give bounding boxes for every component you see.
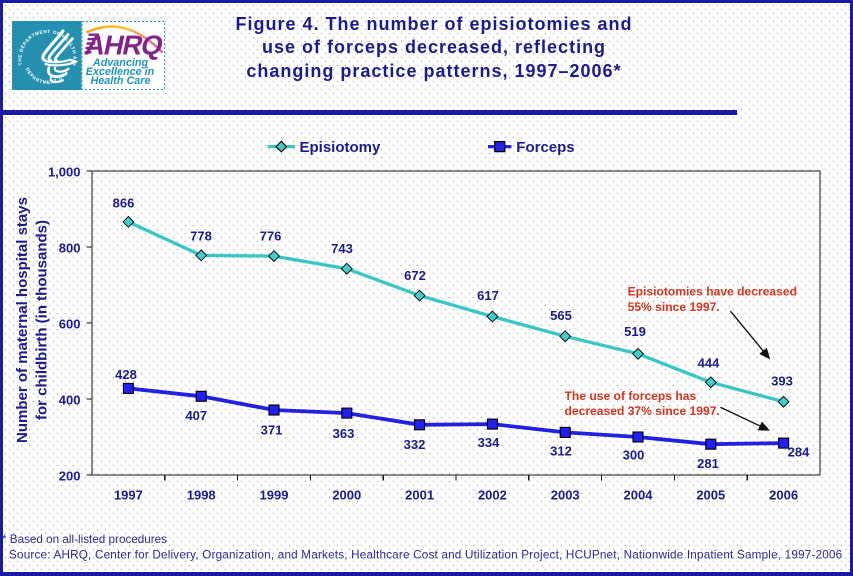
svg-text:393: 393 xyxy=(771,374,793,389)
svg-text:2003: 2003 xyxy=(551,488,580,503)
svg-text:363: 363 xyxy=(333,426,355,441)
svg-text:2002: 2002 xyxy=(478,488,507,503)
svg-text:2006: 2006 xyxy=(769,488,798,503)
svg-text:284: 284 xyxy=(788,445,810,460)
svg-text:519: 519 xyxy=(624,324,646,339)
svg-text:Episiotomies have decreased: Episiotomies have decreased xyxy=(628,285,797,299)
svg-text:Forceps: Forceps xyxy=(516,139,574,156)
svg-text:371: 371 xyxy=(261,423,283,438)
svg-text:2004: 2004 xyxy=(624,488,654,503)
svg-text:312: 312 xyxy=(550,443,572,458)
svg-text:Number of maternal hospital st: Number of maternal hospital stays xyxy=(14,197,31,443)
svg-text:800: 800 xyxy=(59,240,81,255)
svg-text:281: 281 xyxy=(697,456,719,471)
svg-text:428: 428 xyxy=(115,367,137,382)
svg-text:1997: 1997 xyxy=(114,488,143,503)
svg-text:Health Care: Health Care xyxy=(90,75,150,87)
svg-text:672: 672 xyxy=(404,268,426,283)
svg-text:Episiotomy: Episiotomy xyxy=(300,139,382,156)
svg-text:565: 565 xyxy=(550,308,572,323)
svg-text:778: 778 xyxy=(190,229,212,244)
svg-text:743: 743 xyxy=(331,241,353,256)
svg-text:776: 776 xyxy=(260,229,282,244)
svg-text:407: 407 xyxy=(185,408,207,423)
svg-text:Excellence in: Excellence in xyxy=(86,66,155,78)
svg-text:1999: 1999 xyxy=(260,488,289,503)
svg-text:1,000: 1,000 xyxy=(48,164,81,179)
svg-text:2005: 2005 xyxy=(696,488,725,503)
svg-text:* Based on all-listed procedur: * Based on all-listed procedures xyxy=(2,533,167,546)
svg-text:332: 332 xyxy=(404,437,426,452)
svg-text:for childbirth (in thousands): for childbirth (in thousands) xyxy=(34,220,51,420)
svg-text:1998: 1998 xyxy=(187,488,216,503)
svg-text:2000: 2000 xyxy=(332,488,361,503)
svg-text:600: 600 xyxy=(59,316,81,331)
svg-text:617: 617 xyxy=(477,288,499,303)
svg-text:444: 444 xyxy=(698,356,720,371)
svg-text:400: 400 xyxy=(59,392,81,407)
svg-text:Advancing: Advancing xyxy=(92,57,149,69)
svg-text:The use of forceps has: The use of forceps has xyxy=(565,389,697,403)
svg-text:decreased 37% since 1997.: decreased 37% since 1997. xyxy=(565,404,720,418)
svg-text:2001: 2001 xyxy=(405,488,434,503)
svg-text:200: 200 xyxy=(59,468,81,483)
svg-text:Source: AHRQ, Center for Deliv: Source: AHRQ, Center for Delivery, Organ… xyxy=(9,549,842,562)
svg-text:866: 866 xyxy=(113,196,135,211)
svg-text:334: 334 xyxy=(478,435,500,450)
svg-text:55% since 1997.: 55% since 1997. xyxy=(628,300,720,314)
svg-text:300: 300 xyxy=(623,448,645,463)
